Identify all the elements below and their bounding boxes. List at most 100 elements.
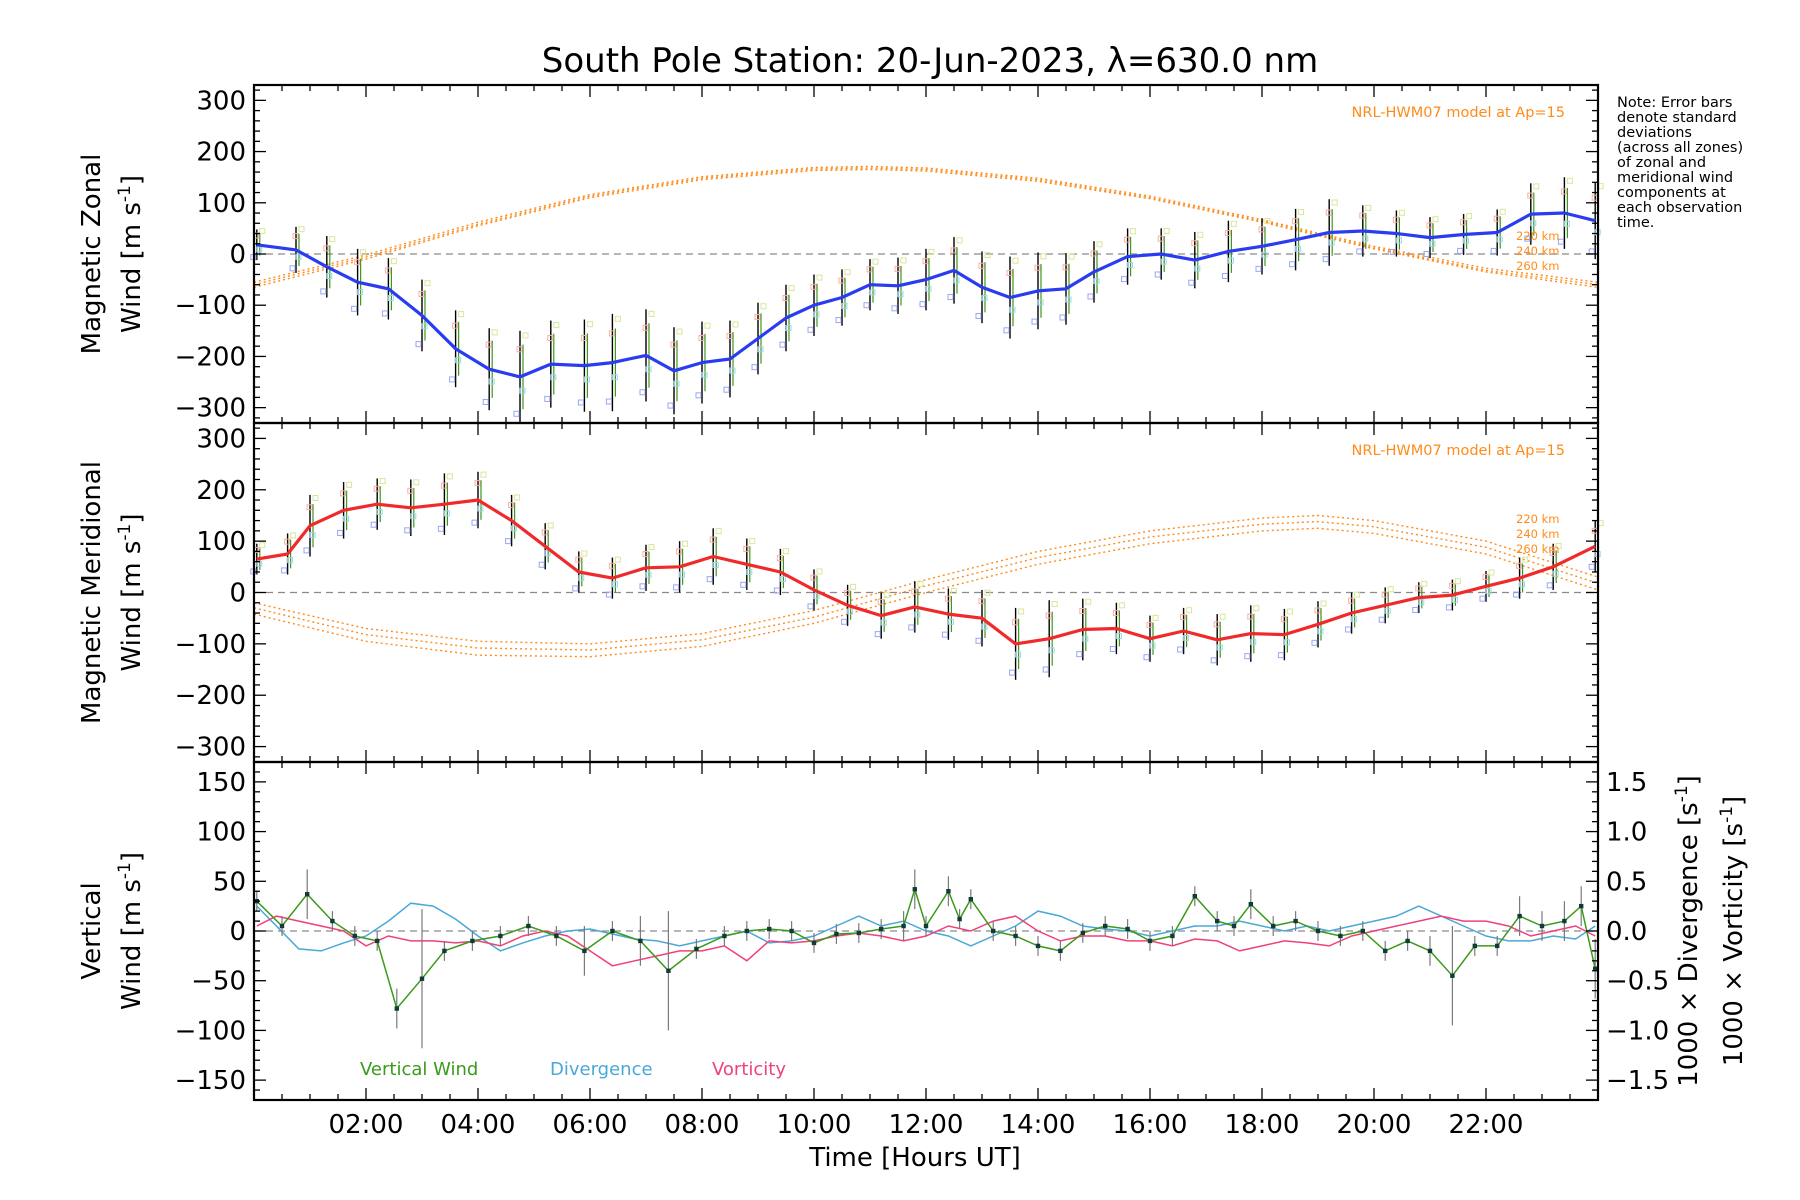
zone-marker [477,505,484,512]
zone-marker [1186,607,1193,614]
vertical-wind-point [968,896,973,902]
zone-marker [838,277,845,284]
zone-marker [488,378,495,385]
y-tick-label: 100 [196,527,246,557]
zone-marker [941,631,948,638]
vertical-wind-point [694,946,699,952]
vertical-wind-point [879,926,884,932]
note-line: each observation [1617,200,1742,216]
vertical-wind-point [912,887,917,892]
zone-marker [329,236,336,243]
zone-marker [917,580,924,587]
zone-marker [1183,634,1190,641]
zone-marker [508,502,515,509]
zone-marker [779,575,786,582]
zone-marker [1418,599,1425,606]
zone-marker [373,485,380,492]
vertical-wind-point [375,938,380,944]
note-line: (across all zones) [1617,140,1743,156]
zone-marker [538,561,545,568]
zone-marker [1479,595,1486,602]
zone-marker [290,532,297,539]
zone-marker [1328,239,1335,246]
x-axis-label: Time [Hours UT] [808,1143,1021,1173]
vertical-wind-point [1579,903,1584,909]
zone-marker [704,322,711,329]
zone-marker [1188,279,1195,286]
zone-marker [337,529,344,536]
zone-marker [813,593,820,600]
zone-marker [956,237,963,244]
zone-marker [514,494,521,501]
zone-marker [847,608,854,615]
vertical-wind-point [923,923,929,929]
zone-marker [583,376,590,383]
legend-label: Vorticity [712,1059,786,1080]
zone-marker [757,346,764,353]
vertical-wind-point [279,923,285,929]
x-tick-label: 08:00 [665,1110,740,1140]
zone-marker [726,332,733,339]
zone-marker [1177,646,1184,653]
zone-marker [418,290,425,297]
zone-marker [446,473,453,480]
y-tick-label: −200 [175,342,246,372]
right-tick-label: 1.5 [1606,768,1647,798]
zone-marker [908,624,915,631]
vertical-wind-point [1539,923,1545,929]
zone-marker [354,259,361,266]
vertical-wind-point [1215,918,1220,924]
zone-marker [922,258,929,265]
zone-marker [1320,600,1327,607]
zone-marker [541,529,548,536]
vertical-wind-point [744,928,749,934]
zone-marker [1311,639,1318,646]
vertical-wind-point [1293,918,1298,924]
zone-marker [415,341,422,348]
zone-marker [1384,607,1391,614]
zone-marker [1295,245,1302,252]
zone-marker [698,334,705,341]
zone-marker [788,285,795,292]
zone-marker [292,233,299,240]
x-tick-label: 18:00 [1225,1110,1300,1140]
zone-marker [782,295,789,302]
y-axis-label-units: Wind [m s-1] [115,175,147,333]
y-tick-label: 0 [229,917,246,947]
zone-marker [1247,613,1254,620]
zone-marker [1516,562,1523,569]
zone-marker [608,330,615,337]
zone-marker [1555,543,1562,550]
vertical-wind-point [722,933,727,939]
zone-marker [639,389,646,396]
zone-marker [1093,278,1100,285]
zone-marker [256,246,263,253]
zone-marker [1261,251,1268,258]
zone-marker [1149,642,1156,649]
zone-marker [877,598,884,605]
altitude-label: 220 km [1516,512,1559,526]
zone-marker [455,357,462,364]
zone-marker [835,317,842,324]
zone-marker [841,618,848,625]
zone-marker [1042,666,1049,673]
zone-marker [295,253,302,260]
zone-marker [608,562,615,569]
zone-marker [1127,262,1134,269]
vertical-wind-point [330,918,335,924]
zone-marker [1146,621,1153,628]
zone-marker [639,583,646,590]
zone-marker [1003,327,1010,334]
zone-marker [1448,582,1455,589]
zone-marker [1034,264,1041,271]
zone-marker [673,584,680,591]
zone-marker [874,631,881,638]
zone-marker [1490,247,1497,254]
zone-marker [407,487,414,494]
zone-marker [1255,265,1262,272]
zone-marker [376,508,383,515]
altitude-label: 240 km [1516,244,1559,258]
zone-marker [452,322,459,329]
zone-marker [706,576,713,583]
vertical-wind-point [1170,933,1175,939]
